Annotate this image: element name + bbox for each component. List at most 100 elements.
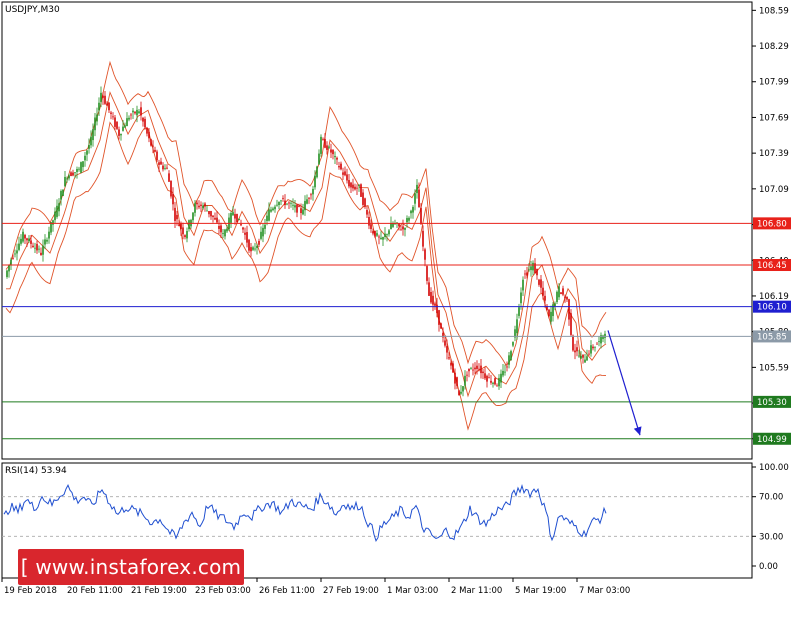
rsi-tick-label: 100.00	[759, 463, 789, 473]
candle	[392, 221, 394, 228]
candle	[468, 368, 470, 378]
candle	[318, 149, 320, 165]
level-label: 106.80	[757, 219, 787, 229]
candle	[262, 223, 264, 243]
candle	[422, 225, 424, 252]
candle	[352, 178, 354, 192]
candle	[260, 226, 262, 241]
price-tick-label: 108.29	[759, 42, 789, 52]
candle	[198, 200, 200, 210]
candle	[26, 237, 28, 247]
candle	[280, 199, 282, 206]
candle	[542, 281, 544, 300]
candle	[122, 120, 124, 132]
candle	[108, 102, 110, 113]
candle	[286, 203, 288, 206]
candle	[338, 161, 340, 170]
candle	[312, 185, 314, 201]
candle	[152, 140, 154, 154]
candle	[308, 196, 310, 204]
candle	[134, 111, 136, 115]
candle	[72, 169, 74, 177]
candle	[102, 92, 104, 105]
candle	[342, 167, 344, 180]
rsi-tick-label: 30.00	[759, 532, 783, 542]
candle	[8, 264, 10, 278]
candle	[424, 247, 426, 267]
candle	[456, 376, 458, 390]
candle	[158, 159, 160, 172]
candle	[372, 228, 374, 236]
candle	[378, 234, 380, 245]
candle	[360, 183, 362, 198]
candle	[330, 143, 332, 159]
time-tick-label: 23 Feb 03:00	[195, 586, 251, 596]
rsi-tick-label: 0.00	[759, 562, 778, 572]
candle	[466, 371, 468, 382]
candle	[588, 350, 590, 356]
candle	[272, 206, 274, 212]
candle	[354, 183, 356, 191]
candle	[398, 223, 400, 231]
candle	[316, 165, 318, 179]
candle	[154, 146, 156, 153]
candle	[326, 141, 328, 155]
candle	[16, 243, 18, 261]
candle	[206, 205, 208, 212]
candle	[148, 128, 150, 143]
candle	[208, 210, 210, 218]
candle	[110, 110, 112, 120]
candle	[486, 374, 488, 388]
level-label: 106.10	[757, 303, 787, 313]
candle	[376, 230, 378, 237]
candle	[402, 219, 404, 236]
candle	[196, 200, 198, 210]
candle	[428, 277, 430, 297]
candle	[332, 149, 334, 160]
candle	[452, 360, 454, 373]
rsi-axis: 100.00 70.00 30.00 0.00	[752, 463, 789, 572]
candle	[254, 242, 256, 252]
candle	[46, 237, 48, 245]
candle	[382, 236, 384, 247]
candle	[400, 224, 402, 231]
candle	[306, 194, 308, 205]
candle	[322, 137, 324, 141]
candle	[156, 149, 158, 162]
candle	[504, 364, 506, 376]
candle	[244, 227, 246, 240]
candle	[284, 194, 286, 209]
candle	[340, 161, 342, 171]
candle	[548, 308, 550, 319]
candle	[512, 341, 514, 348]
candle	[328, 145, 330, 150]
candle	[188, 219, 190, 232]
candle	[60, 189, 62, 206]
candle	[212, 215, 214, 223]
candle	[172, 187, 174, 211]
candle	[580, 351, 582, 360]
candle	[374, 230, 376, 239]
candle	[34, 242, 36, 254]
candle	[104, 90, 106, 106]
candle	[288, 201, 290, 210]
candle	[18, 236, 20, 252]
candle	[570, 309, 572, 337]
candle	[64, 170, 66, 188]
candle	[224, 228, 226, 240]
candle	[536, 268, 538, 280]
candle	[482, 369, 484, 379]
candle	[496, 383, 498, 387]
candle	[520, 287, 522, 310]
candle	[40, 247, 42, 256]
candle	[214, 212, 216, 221]
time-tick-label: 27 Feb 19:00	[323, 586, 379, 596]
candle	[448, 351, 450, 361]
candle	[484, 366, 486, 381]
candle	[440, 322, 442, 329]
candle	[510, 349, 512, 361]
candle	[126, 112, 128, 127]
candle	[200, 201, 202, 213]
candle	[140, 101, 142, 121]
candle	[564, 294, 566, 303]
